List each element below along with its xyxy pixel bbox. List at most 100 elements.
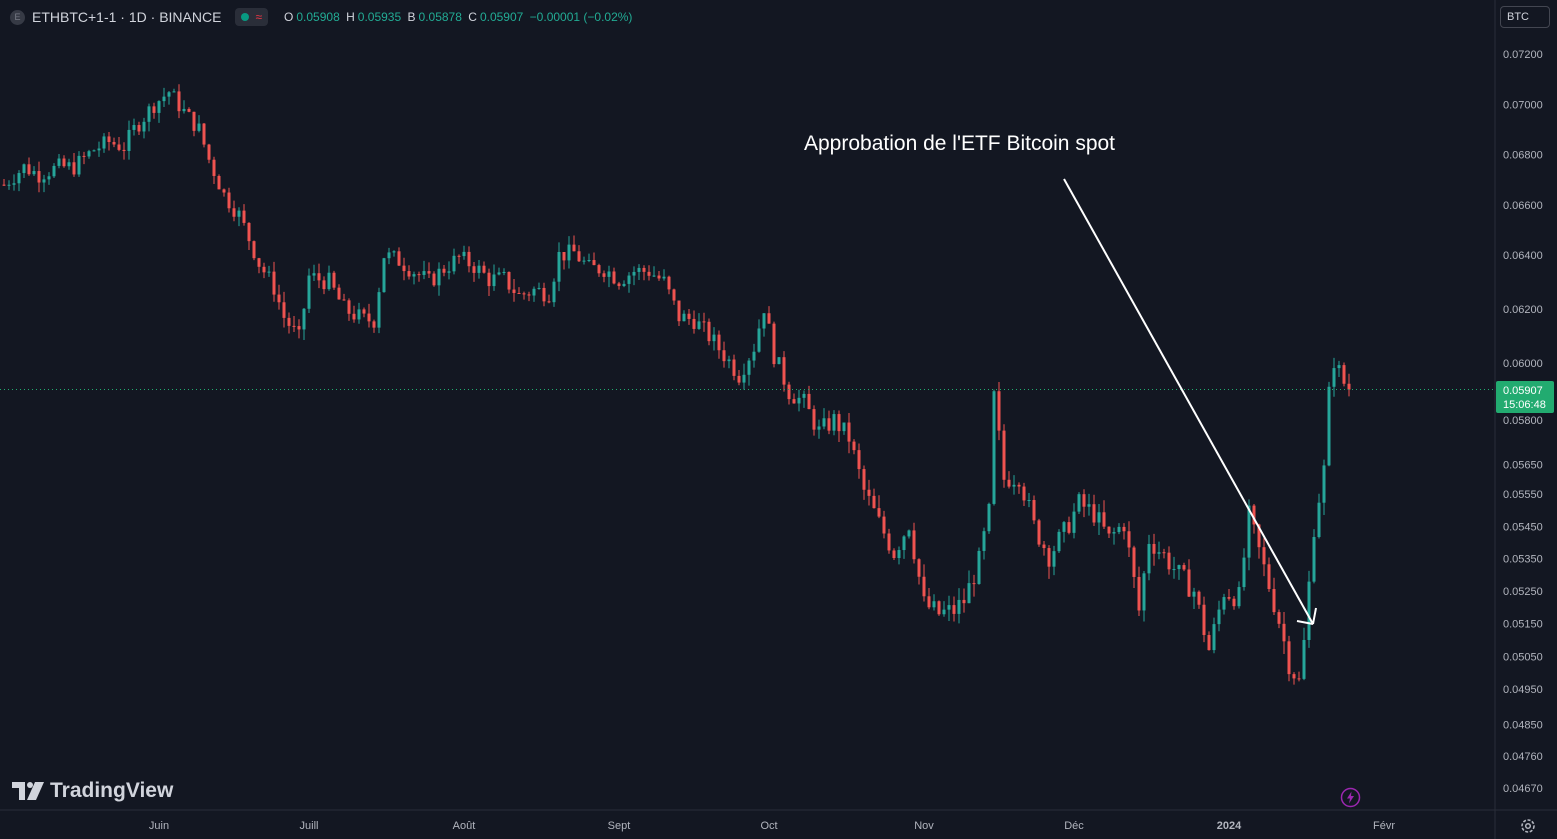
candle — [87, 149, 91, 159]
candle — [577, 245, 581, 262]
candle-body — [1097, 512, 1101, 523]
candle — [192, 111, 196, 137]
candle — [1012, 475, 1016, 495]
candle — [1132, 545, 1136, 589]
candle-body — [977, 550, 981, 584]
candle-body — [837, 414, 841, 432]
candle-body — [217, 175, 221, 190]
brand-text: TradingView — [50, 779, 174, 802]
time-axis[interactable]: Juin Juill Août Sept Oct Nov Déc 2024 Févr — [149, 820, 1395, 832]
candle — [17, 170, 21, 192]
currency-unit-button[interactable]: BTC — [1500, 6, 1550, 28]
candle-body — [72, 162, 76, 175]
candle — [507, 271, 511, 294]
candle — [957, 588, 961, 624]
candle-body — [642, 267, 646, 272]
candle-body — [502, 271, 506, 273]
candle-body — [707, 321, 711, 342]
symbol-title[interactable]: ETHBTC+1-1 · 1D · BINANCE — [32, 9, 222, 25]
candle — [682, 310, 686, 322]
annotation-text[interactable]: Approbation de l'ETF Bitcoin spot — [804, 132, 1115, 155]
candle-body — [82, 155, 86, 157]
candle-body — [27, 164, 31, 175]
candle — [332, 270, 336, 290]
candle-body — [457, 255, 461, 257]
candle — [482, 261, 486, 274]
candle — [377, 287, 381, 334]
candle — [712, 327, 716, 351]
candle — [1232, 595, 1236, 610]
candle-body — [737, 375, 741, 383]
tradingview-logo[interactable]: TradingView — [12, 779, 173, 803]
candle-body — [1102, 512, 1106, 527]
candle — [1192, 587, 1196, 610]
candle-body — [37, 171, 41, 183]
wave-icon: ≈ — [255, 10, 263, 24]
candle-body — [77, 155, 81, 175]
candle-body — [922, 576, 926, 597]
candle — [727, 355, 731, 369]
candle-body — [1337, 365, 1341, 369]
candle — [212, 156, 216, 184]
price-tick-label: 0.05150 — [1503, 619, 1543, 631]
candle-body — [137, 125, 141, 132]
candle — [832, 410, 836, 436]
candle-body — [732, 359, 736, 376]
candle-body — [667, 276, 671, 290]
candle-body — [7, 184, 11, 186]
price-axis[interactable]: 0.07200 0.07000 0.06800 0.06600 0.06400 0.062… — [1503, 49, 1543, 795]
candle-body — [562, 252, 566, 261]
candle-body — [182, 108, 186, 112]
candle — [1097, 504, 1101, 536]
candle — [927, 588, 931, 610]
candle — [642, 265, 646, 281]
candle — [627, 272, 631, 293]
candle — [1167, 546, 1171, 575]
lightning-icon[interactable] — [1340, 787, 1361, 808]
candle-body — [132, 125, 136, 130]
candle-body — [1192, 591, 1196, 597]
candle-body — [1212, 624, 1216, 651]
candle — [1207, 631, 1211, 651]
indicator-pill[interactable]: ≈ — [235, 8, 269, 26]
candle-body — [17, 173, 21, 184]
candle-body — [12, 183, 16, 185]
candle-body — [802, 393, 806, 398]
candle-body — [697, 321, 701, 329]
candle-body — [877, 508, 881, 517]
candle — [77, 151, 81, 177]
change-value: −0.00001 (−0.02%) — [529, 10, 633, 24]
candle — [1037, 518, 1041, 547]
candle — [632, 266, 636, 286]
candle-body — [632, 271, 636, 276]
candle-body — [172, 91, 176, 93]
candle-body — [322, 280, 326, 290]
candle-series — [2, 84, 1351, 685]
candle — [1147, 534, 1151, 581]
candle-body — [492, 274, 496, 287]
candle-body — [687, 313, 691, 319]
settings-gear-icon[interactable] — [1519, 817, 1537, 835]
candle — [617, 281, 621, 290]
candle-body — [197, 123, 201, 131]
candle — [647, 265, 651, 281]
candle — [297, 319, 301, 339]
candle — [702, 312, 706, 332]
candle — [652, 266, 656, 277]
candle — [587, 253, 591, 263]
candle — [1077, 492, 1081, 515]
candle — [562, 251, 566, 270]
candle-body — [682, 313, 686, 322]
candle — [597, 263, 601, 277]
candle — [502, 268, 506, 276]
candle — [102, 133, 106, 153]
candle — [282, 291, 286, 328]
candle — [1297, 671, 1301, 682]
candle — [352, 305, 356, 323]
price-tick-label: 0.04760 — [1503, 751, 1543, 763]
candle-body — [1302, 639, 1306, 679]
candle-body — [447, 271, 451, 273]
candle-body — [937, 601, 941, 615]
annotation-arrow[interactable] — [1063, 178, 1317, 625]
